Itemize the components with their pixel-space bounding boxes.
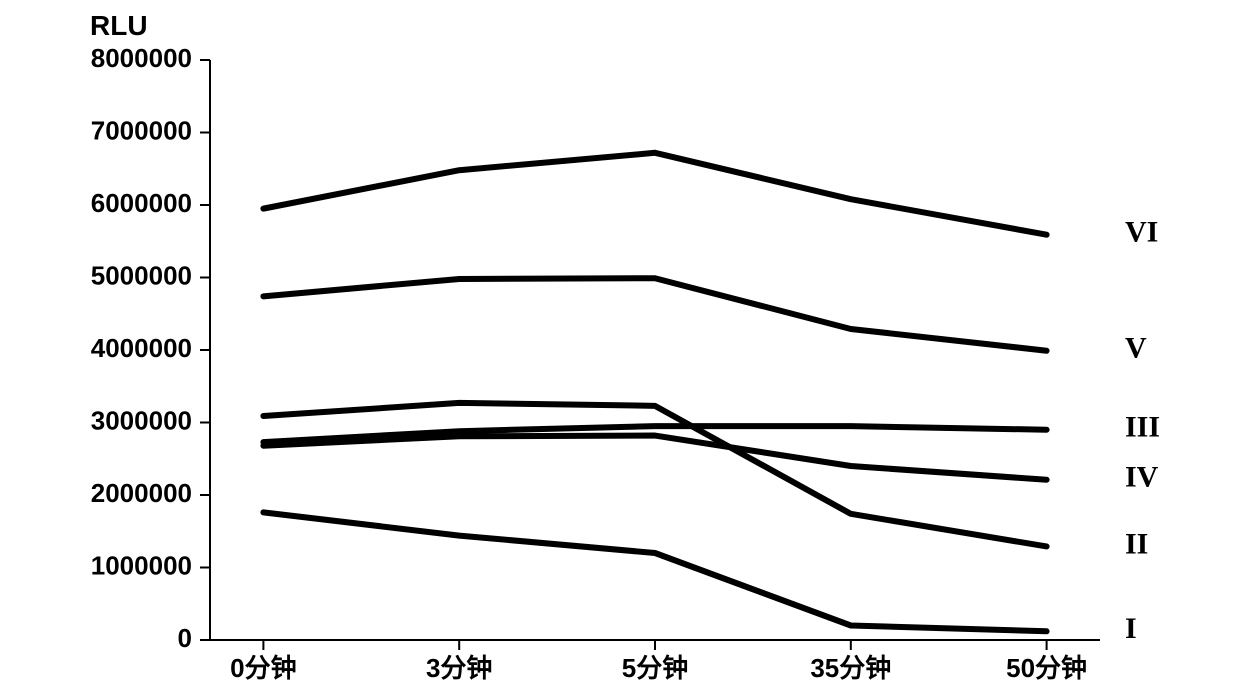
y-tick-label: 8000000 — [91, 43, 192, 73]
x-tick-label: 35分钟 — [810, 653, 891, 683]
series-label-II: II — [1125, 527, 1148, 560]
x-tick-label: 3分钟 — [426, 653, 492, 683]
x-tick-label: 0分钟 — [230, 653, 296, 683]
y-tick-label: 1000000 — [91, 550, 192, 580]
y-tick-label: 0 — [178, 623, 192, 653]
series-line-I — [263, 512, 1046, 631]
x-tick-label: 5分钟 — [622, 653, 688, 683]
chart-svg: 0 1000000 2000000 3000000 4000000 5000000 6000… — [0, 0, 1240, 696]
series-label-I: I — [1125, 612, 1137, 645]
y-tick-label: 7000000 — [91, 115, 192, 145]
y-tick-label: 4000000 — [91, 333, 192, 363]
series-line-VI — [263, 153, 1046, 235]
series-line-IV — [263, 436, 1046, 480]
y-tick-label: 2000000 — [91, 478, 192, 508]
series-label-VI: VI — [1125, 216, 1158, 249]
series-line-V — [263, 278, 1046, 351]
series-label-V: V — [1125, 332, 1147, 365]
y-tick-label: 3000000 — [91, 405, 192, 435]
y-tick-label: 5000000 — [91, 260, 192, 290]
x-tick-label: 50分钟 — [1006, 653, 1087, 683]
series-label-IV: IV — [1125, 461, 1159, 494]
line-chart: 0 1000000 2000000 3000000 4000000 5000000 6000… — [0, 0, 1240, 696]
series-label-III: III — [1125, 411, 1160, 444]
y-axis-title: RLU — [90, 10, 148, 41]
y-tick-label: 6000000 — [91, 188, 192, 218]
